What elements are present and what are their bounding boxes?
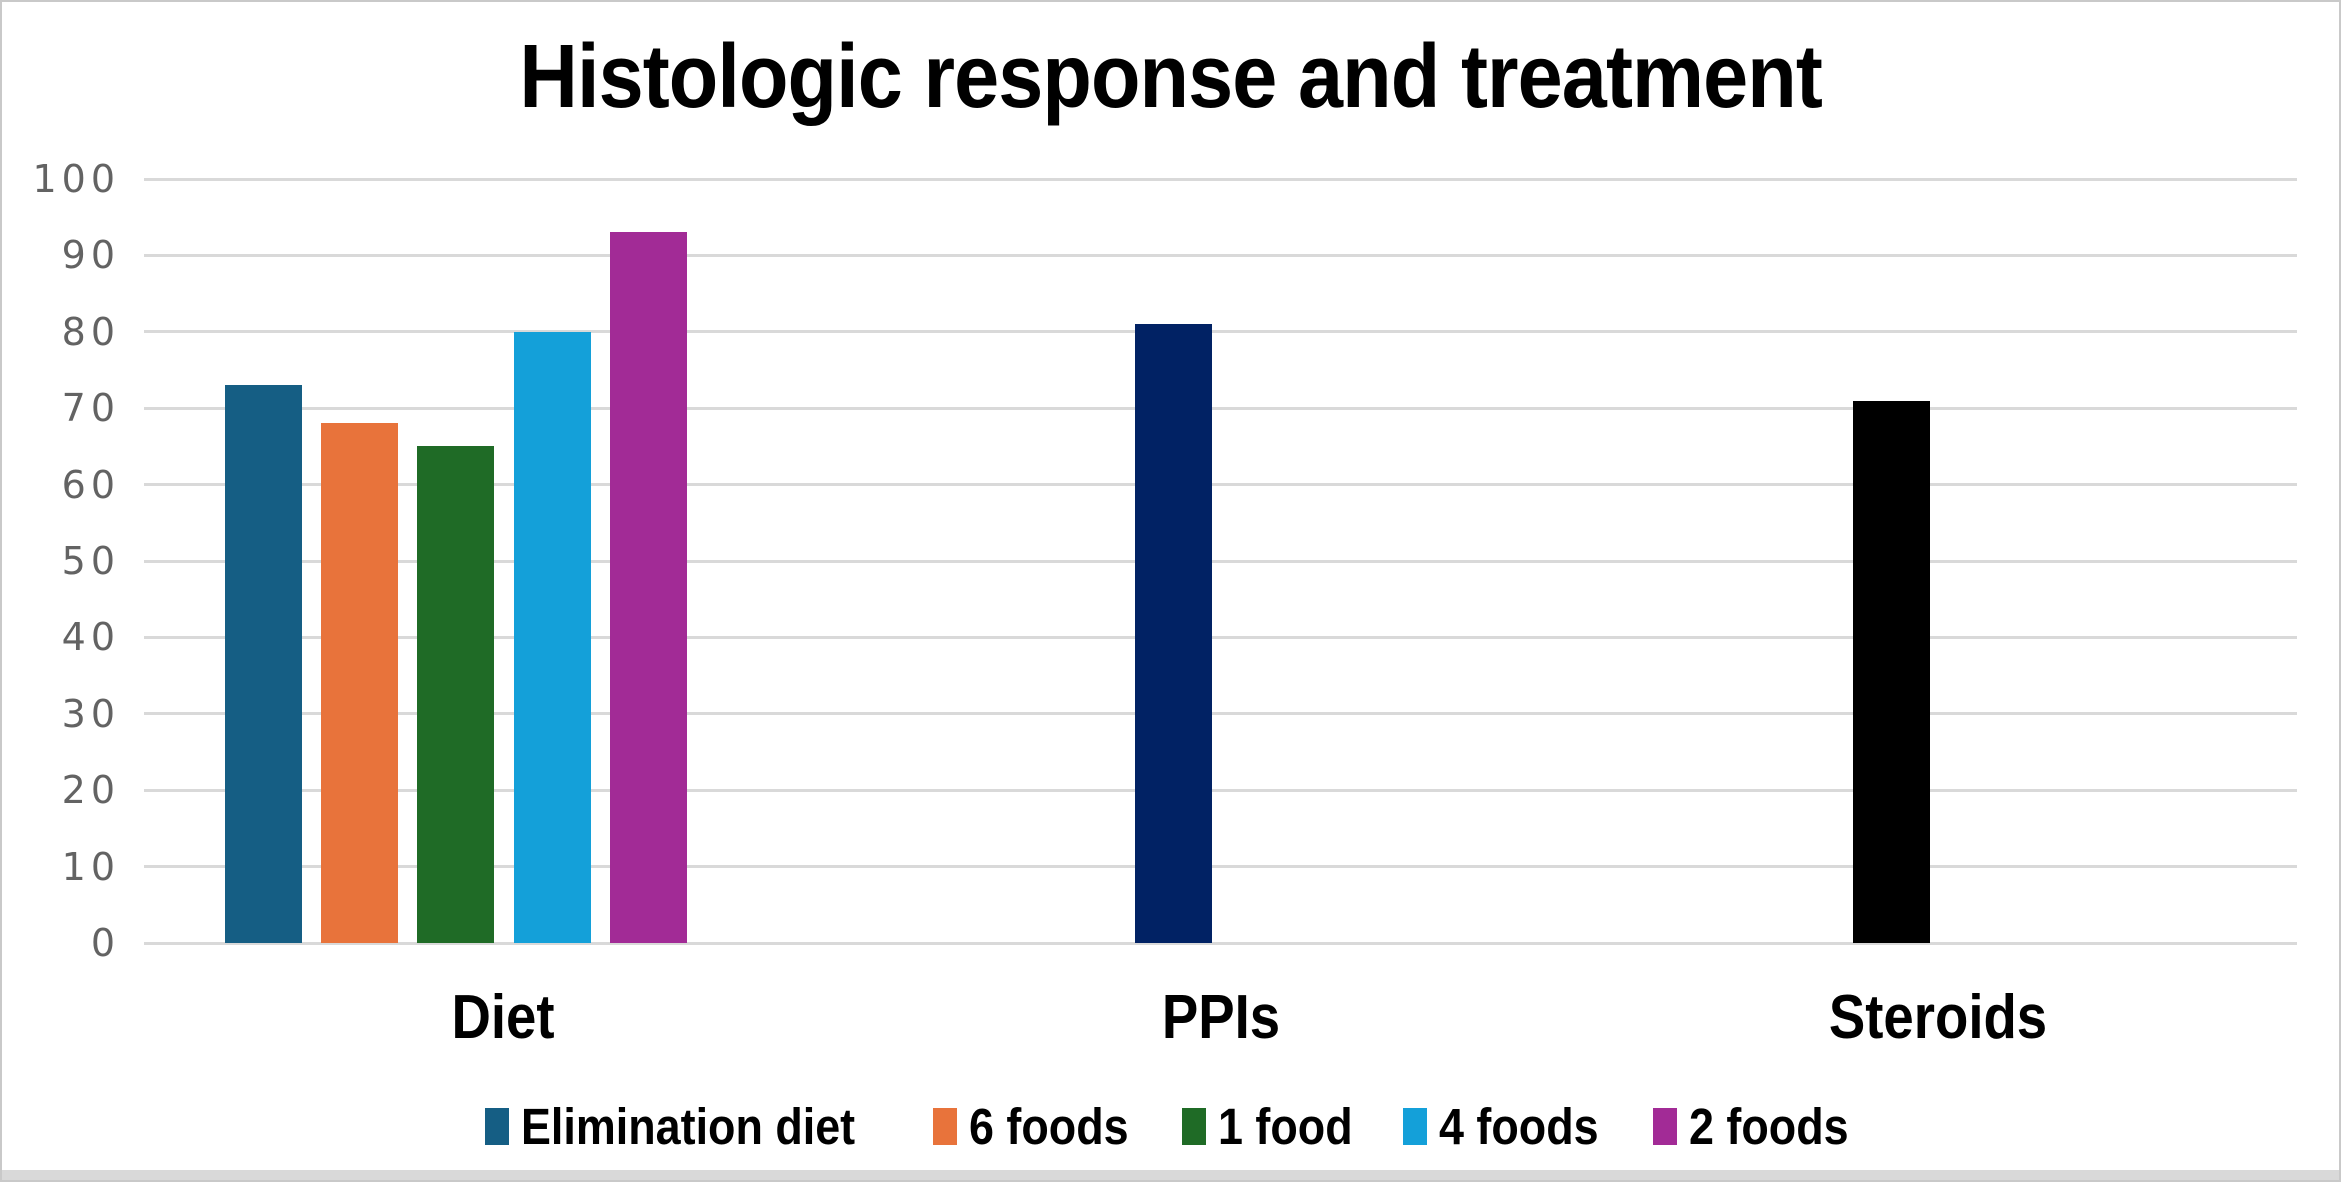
category-label-text: PPIs <box>1161 983 1280 1052</box>
y-axis-tick-label: 0 <box>90 921 120 965</box>
gridline <box>144 483 2297 487</box>
gridline <box>144 865 2297 869</box>
bar-elimination-diet <box>224 385 302 943</box>
legend-item: Elimination diet <box>485 1097 887 1156</box>
y-axis-tick-label: 100 <box>32 157 120 201</box>
legend-label: Elimination diet <box>521 1097 856 1155</box>
gridline <box>144 177 2297 181</box>
y-axis-tick-label: 10 <box>61 844 120 889</box>
category-label-diet: Diet <box>444 982 561 1053</box>
bar-steroids <box>1852 400 1930 943</box>
y-axis-tick-label: 70 <box>61 386 120 431</box>
category-label-text: Steroids <box>1829 983 2048 1052</box>
chart-title: Histologic response and treatment <box>519 27 1822 127</box>
gridline <box>144 406 2297 410</box>
legend-label: 2 foods <box>1688 1097 1849 1155</box>
bar-6-foods <box>321 423 399 943</box>
bottom-edge-strip <box>2 1170 2339 1180</box>
category-label-text: Diet <box>451 983 555 1052</box>
legend-item: 1 food <box>1182 1097 1357 1156</box>
gridline <box>144 712 2297 716</box>
gridline <box>144 788 2297 792</box>
y-axis-tick-label: 30 <box>61 691 120 736</box>
legend-label: 6 foods <box>968 1097 1129 1155</box>
legend-item: 4 foods <box>1403 1097 1606 1156</box>
legend-swatch-6-foods <box>932 1107 957 1145</box>
legend-swatch-elimination-diet <box>485 1107 510 1145</box>
category-label-ppis: PPIs <box>1153 982 1287 1053</box>
bar-1-food <box>417 446 495 943</box>
legend-swatch-2-foods <box>1652 1107 1677 1145</box>
legend: Elimination diet 6 foods 1 food 4 foods 2 fo… <box>2 1096 2339 1156</box>
gridline <box>144 635 2297 639</box>
y-axis-tick-label: 40 <box>61 615 120 660</box>
legend-label: 1 food <box>1218 1097 1353 1155</box>
legend-swatch-4-foods <box>1403 1107 1428 1145</box>
bar-2-foods <box>609 232 687 943</box>
legend-label: 4 foods <box>1439 1097 1599 1155</box>
legend-item: 6 foods <box>932 1097 1136 1156</box>
bar-4-foods <box>513 331 591 943</box>
y-axis-tick-label: 90 <box>61 233 120 278</box>
legend-item: 2 foods <box>1652 1097 1856 1156</box>
y-axis-tick-label: 80 <box>61 309 120 354</box>
category-label-steroids: Steroids <box>1814 982 2062 1053</box>
y-axis-tick-label: 20 <box>61 768 120 813</box>
title-row: Histologic response and treatment <box>2 26 2339 129</box>
legend-swatch-1-food <box>1182 1107 1207 1145</box>
gridline <box>144 330 2297 334</box>
gridline <box>144 559 2297 563</box>
y-axis-tick-label: 50 <box>61 539 120 583</box>
gridline <box>144 253 2297 257</box>
y-axis-tick-label: 60 <box>61 462 120 507</box>
bar-ppis <box>1135 324 1212 943</box>
gridline <box>144 941 2297 945</box>
